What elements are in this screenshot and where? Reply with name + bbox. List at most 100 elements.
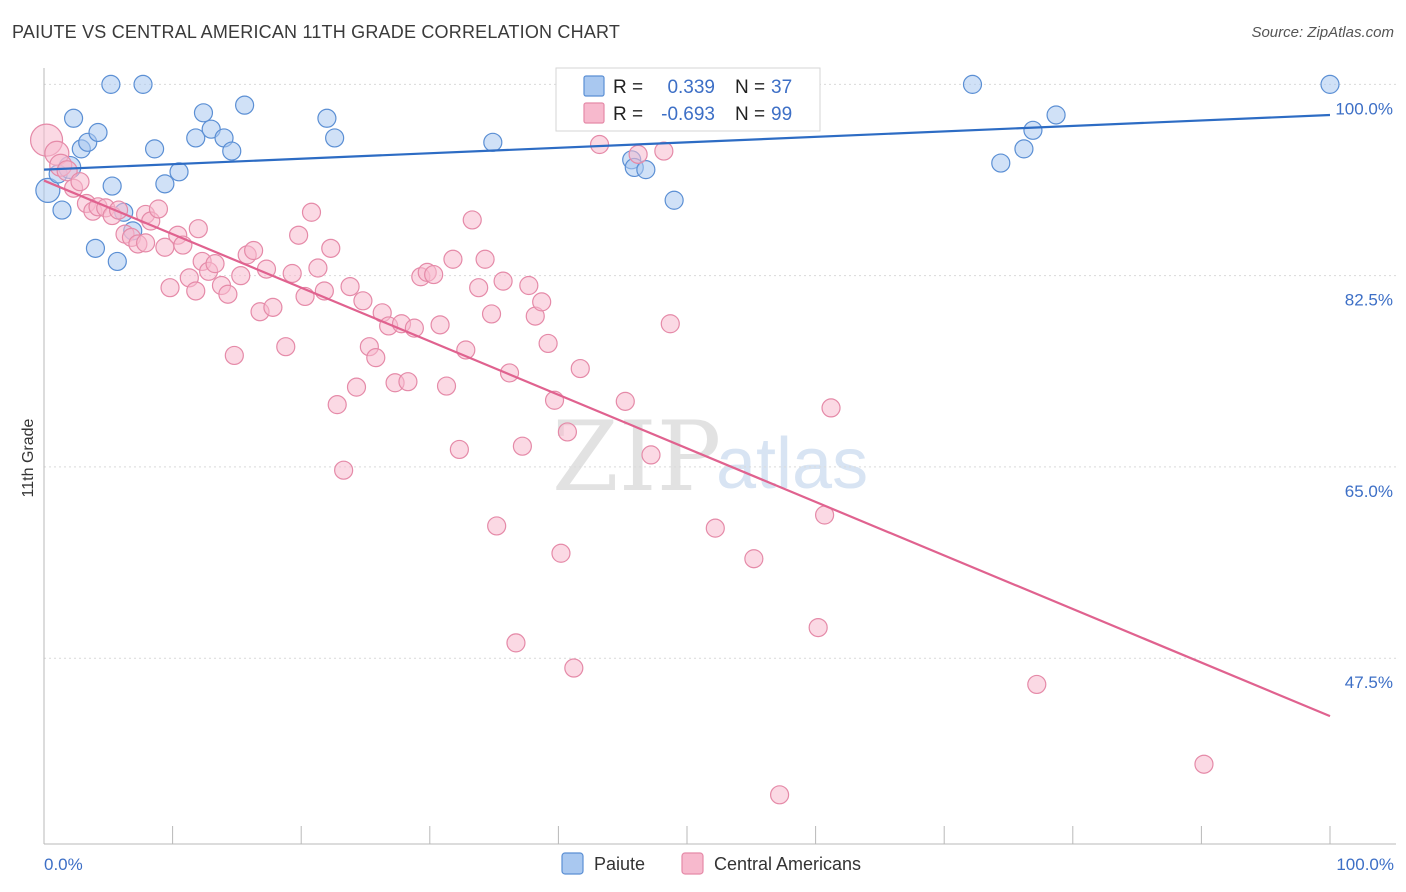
top-legend: R = 0.339 N = 37 R = -0.693 N = 99 [555, 67, 821, 132]
legend-n-label-paiute: N = [735, 77, 765, 98]
paiute-point [144, 139, 165, 159]
paiute-point [325, 128, 345, 148]
source-label: Source: ZipAtlas.com [1251, 24, 1394, 41]
y-tick-labels: 100.0% 82.5% 65.0% 47.5% [1335, 99, 1393, 692]
paiute-point [88, 122, 108, 143]
legend-r-label-central: R = [613, 104, 643, 125]
central-american-point [353, 291, 373, 311]
central-american-point [506, 633, 526, 653]
bottom-legend-label-paiute: Paiute [594, 854, 645, 874]
central-american-point [654, 141, 674, 161]
central-american-point [327, 395, 347, 415]
x-tick-marks [43, 826, 1331, 844]
central-american-point [808, 617, 828, 638]
central-american-point [493, 271, 513, 291]
central-american-point [628, 144, 648, 164]
central-american-point [557, 422, 578, 442]
central-american-point [218, 284, 238, 304]
central-american-point [289, 225, 309, 245]
central-american-point [449, 439, 469, 460]
paiute-point [664, 190, 684, 210]
paiute-point [1014, 139, 1034, 159]
central-american-point [263, 297, 283, 317]
central-american-point [660, 314, 680, 334]
central-american-point [481, 304, 502, 324]
legend-r-value-paiute: 0.339 [667, 77, 715, 98]
central-american-point [821, 398, 841, 418]
paiute-point [52, 200, 72, 220]
central-american-point [398, 372, 418, 392]
paiute-points [35, 74, 1340, 272]
legend-n-value-central: 99 [771, 104, 792, 125]
central-american-point [564, 658, 584, 678]
paiute-point [1320, 74, 1340, 94]
paiute-point [962, 74, 983, 94]
central-american-point [366, 348, 386, 368]
paiute-point [483, 132, 503, 152]
central-american-point [346, 377, 367, 397]
central-american-point [276, 337, 296, 357]
central-american-point [538, 333, 558, 354]
paiute-point [107, 251, 127, 272]
paiute-point [63, 108, 84, 128]
paiute-trend-line [43, 113, 1331, 171]
central-american-point [308, 258, 328, 278]
paiute-point [85, 238, 106, 258]
central-american-point [443, 249, 463, 269]
central-american-point [1027, 674, 1047, 695]
central-american-point [615, 391, 635, 411]
central-american-point [231, 266, 251, 286]
central-american-point [135, 233, 156, 253]
paiute-point [235, 95, 255, 115]
bottom-legend-swatch-central [681, 852, 704, 875]
central-american-point [334, 460, 354, 480]
y-tick-label: 82.5% [1345, 291, 1393, 310]
central-american-point [705, 518, 725, 538]
chart-title: PAIUTE VS CENTRAL AMERICAN 11TH GRADE CO… [12, 22, 621, 42]
legend-r-value-central: -0.693 [661, 104, 715, 125]
bottom-legend: Paiute Central Americans [561, 852, 861, 875]
central-american-point [424, 264, 444, 285]
central-american-point [475, 249, 495, 269]
central-american-point [641, 445, 661, 465]
central-american-point [519, 275, 539, 296]
central-american-point [224, 345, 244, 366]
x-tick-label-min: 0.0% [44, 855, 83, 874]
paiute-point [1046, 105, 1066, 125]
central-american-point [186, 281, 206, 301]
central-american-point [321, 238, 341, 258]
paiute-point [102, 176, 122, 196]
central-american-point [56, 160, 78, 182]
central-american-point [1194, 754, 1214, 774]
central-american-point [244, 240, 264, 261]
bottom-legend-label-central: Central Americans [714, 854, 861, 874]
paiute-point [133, 74, 153, 94]
central-american-point [188, 219, 208, 239]
central-american-point [340, 276, 360, 297]
central-american-point [430, 315, 450, 335]
paiute-point [636, 160, 656, 180]
central-american-point [570, 358, 590, 379]
paiute-point [222, 141, 242, 161]
watermark-zip: ZIP [552, 401, 721, 513]
central-american-point [551, 543, 571, 563]
paiute-point [169, 162, 189, 182]
y-tick-label: 100.0% [1335, 99, 1393, 118]
legend-n-value-paiute: 37 [771, 77, 792, 98]
paiute-point [1023, 120, 1043, 140]
legend-r-label-paiute: R = [613, 77, 643, 98]
central-american-point [769, 785, 790, 805]
central-american-trend-line [43, 179, 1331, 718]
central-american-point [532, 292, 552, 312]
central-american-point [148, 199, 169, 219]
bottom-legend-swatch-paiute [561, 852, 584, 875]
central-american-point [70, 172, 90, 192]
paiute-point [991, 153, 1011, 173]
central-american-point [487, 516, 507, 536]
central-american-points [29, 123, 1214, 805]
grid-lines [44, 83, 1396, 659]
central-american-point [744, 549, 764, 569]
central-american-point [436, 376, 457, 396]
central-american-point [301, 202, 322, 222]
watermark-atlas: atlas [716, 424, 868, 504]
